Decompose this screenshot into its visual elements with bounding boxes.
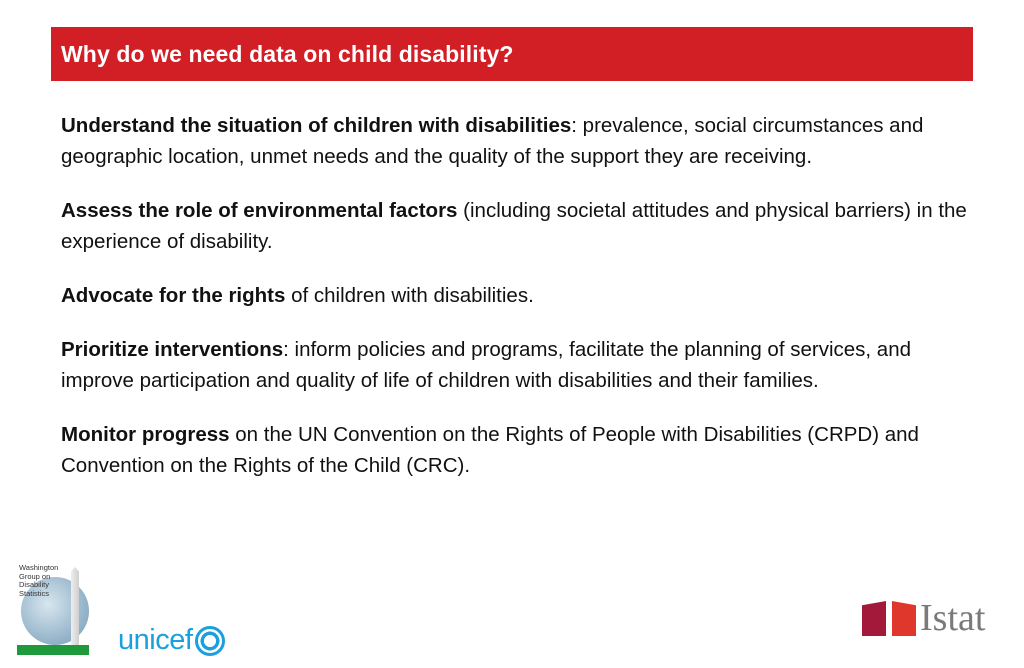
point-prioritize: Prioritize interventions: inform policie… (61, 334, 971, 396)
point-heading: Understand the situation of children wit… (61, 114, 572, 137)
point-heading: Prioritize interventions (61, 338, 284, 361)
washington-monument-icon (71, 567, 79, 645)
point-text: : prevalence, social circumstances and g… (61, 114, 924, 168)
point-heading: Monitor progress (61, 423, 230, 446)
point-advocate: Advocate for the rights of children with… (61, 280, 971, 311)
washington-group-logo: Washington Group on Disability Statistics (17, 563, 89, 655)
istat-wordmark: Istat (920, 597, 986, 639)
point-text: on the UN Convention on the Rights of Pe… (61, 423, 919, 477)
point-text: : inform policies and programs, facilita… (61, 338, 911, 392)
unicef-logo: unicef (118, 624, 226, 657)
un-emblem-icon (195, 625, 226, 656)
point-monitor: Monitor progress on the UN Convention on… (61, 419, 971, 481)
istat-logo: Istat (862, 597, 986, 639)
slide-body: Understand the situation of children wit… (61, 110, 971, 504)
point-text: (including societal attitudes and physic… (61, 199, 967, 253)
point-heading: Advocate for the rights (61, 284, 286, 307)
point-understand: Understand the situation of children wit… (61, 110, 971, 172)
slide-title: Why do we need data on child disability? (61, 40, 514, 67)
point-heading: Assess the role of environmental factors (61, 199, 458, 222)
unicef-wordmark: unicef (118, 624, 193, 656)
istat-block-icon (892, 601, 916, 636)
washington-group-text: Washington Group on Disability Statistics (19, 563, 59, 598)
istat-block-icon (862, 601, 886, 636)
point-text: of children with disabilities. (285, 284, 534, 307)
ground-strip (17, 645, 89, 655)
slide-title-bar: Why do we need data on child disability? (51, 27, 973, 81)
point-assess: Assess the role of environmental factors… (61, 195, 971, 257)
